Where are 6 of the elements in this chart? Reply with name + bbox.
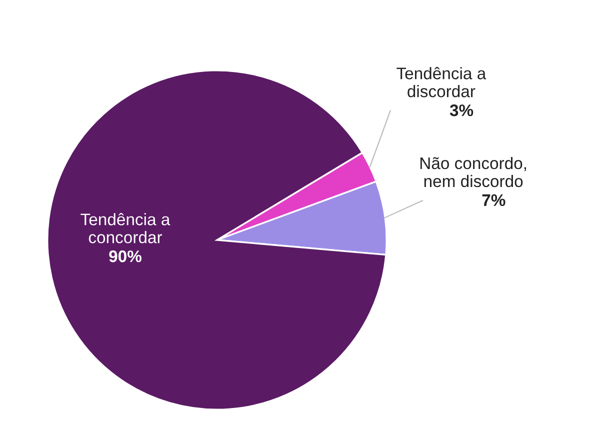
data-label: 7% — [482, 194, 506, 206]
slice-label: Não concordo, nem discordo — [420, 156, 526, 188]
data-label: 3% — [450, 104, 474, 116]
data-label: 90% — [109, 250, 142, 262]
slice-label: Tendência a discordar — [396, 67, 486, 98]
slice-label: Tendência a concordar — [80, 213, 170, 244]
